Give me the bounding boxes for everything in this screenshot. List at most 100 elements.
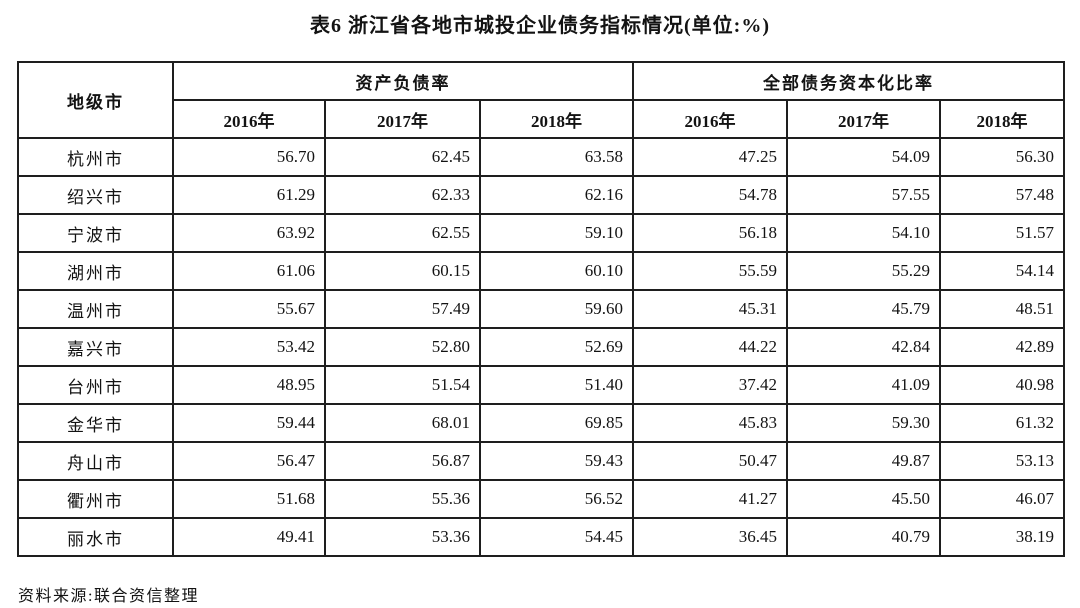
value-cell: 57.55 (786, 175, 942, 215)
table-row: 杭州市 56.70 62.45 63.58 47.25 54.09 56.30 (17, 137, 1066, 177)
city-cell: 绍兴市 (17, 175, 174, 215)
value-cell: 69.85 (478, 403, 635, 443)
value-cell: 63.58 (478, 137, 635, 177)
value-cell: 55.29 (786, 251, 942, 291)
value-cell: 53.36 (324, 517, 481, 557)
value-cell: 57.49 (324, 289, 481, 329)
header-group-total-debt-capitalization-ratio: 全部债务资本化比率 (632, 61, 1066, 101)
value-cell: 60.15 (324, 251, 481, 291)
value-cell: 61.06 (172, 251, 326, 291)
city-cell: 宁波市 (17, 213, 174, 253)
value-cell: 54.78 (632, 175, 789, 215)
value-cell: 46.07 (939, 479, 1066, 519)
value-cell: 45.31 (632, 289, 789, 329)
table-row: 嘉兴市 53.42 52.80 52.69 44.22 42.84 42.89 (17, 327, 1066, 367)
value-cell: 55.59 (632, 251, 789, 291)
header-year-tdcr-2016: 2016年 (632, 99, 789, 139)
value-cell: 49.87 (786, 441, 942, 481)
value-cell: 38.19 (939, 517, 1066, 557)
value-cell: 42.84 (786, 327, 942, 367)
value-cell: 36.45 (632, 517, 789, 557)
city-cell: 舟山市 (17, 441, 174, 481)
value-cell: 61.32 (939, 403, 1066, 443)
city-cell: 金华市 (17, 403, 174, 443)
value-cell: 50.47 (632, 441, 789, 481)
value-cell: 54.09 (786, 137, 942, 177)
value-cell: 62.55 (324, 213, 481, 253)
city-cell: 衢州市 (17, 479, 174, 519)
value-cell: 62.16 (478, 175, 635, 215)
header-year-alr-2017: 2017年 (324, 99, 481, 139)
value-cell: 63.92 (172, 213, 326, 253)
value-cell: 48.95 (172, 365, 326, 405)
value-cell: 37.42 (632, 365, 789, 405)
value-cell: 52.80 (324, 327, 481, 367)
table-row: 舟山市 56.47 56.87 59.43 50.47 49.87 53.13 (17, 441, 1066, 481)
value-cell: 54.10 (786, 213, 942, 253)
value-cell: 49.41 (172, 517, 326, 557)
value-cell: 45.50 (786, 479, 942, 519)
city-cell: 湖州市 (17, 251, 174, 291)
value-cell: 56.70 (172, 137, 326, 177)
value-cell: 55.67 (172, 289, 326, 329)
value-cell: 52.69 (478, 327, 635, 367)
value-cell: 56.30 (939, 137, 1066, 177)
value-cell: 59.43 (478, 441, 635, 481)
header-year-tdcr-2018: 2018年 (939, 99, 1066, 139)
value-cell: 56.18 (632, 213, 789, 253)
value-cell: 62.45 (324, 137, 481, 177)
value-cell: 45.83 (632, 403, 789, 443)
value-cell: 59.60 (478, 289, 635, 329)
value-cell: 54.14 (939, 251, 1066, 291)
value-cell: 60.10 (478, 251, 635, 291)
value-cell: 44.22 (632, 327, 789, 367)
table-title: 表6 浙江省各地市城投企业债务指标情况(单位:%) (310, 15, 770, 37)
value-cell: 40.98 (939, 365, 1066, 405)
table-row: 湖州市 61.06 60.15 60.10 55.59 55.29 54.14 (17, 251, 1066, 291)
table-row: 台州市 48.95 51.54 51.40 37.42 41.09 40.98 (17, 365, 1066, 405)
header-year-alr-2018: 2018年 (478, 99, 635, 139)
table-body: 杭州市 56.70 62.45 63.58 47.25 54.09 56.30 绍兴市 61.2… (17, 137, 1066, 557)
table-row: 金华市 59.44 68.01 69.85 45.83 59.30 61.32 (17, 403, 1066, 443)
value-cell: 59.30 (786, 403, 942, 443)
table-row: 绍兴市 61.29 62.33 62.16 54.78 57.55 57.48 (17, 175, 1066, 215)
table-row: 衢州市 51.68 55.36 56.52 41.27 45.50 46.07 (17, 479, 1066, 519)
table-row: 丽水市 49.41 53.36 54.45 36.45 40.79 38.19 (17, 517, 1066, 557)
city-cell: 台州市 (17, 365, 174, 405)
value-cell: 45.79 (786, 289, 942, 329)
value-cell: 48.51 (939, 289, 1066, 329)
header-group-asset-liability-ratio: 资产负债率 (171, 61, 635, 101)
value-cell: 56.52 (478, 479, 635, 519)
header-city-column: 地级市 (17, 61, 174, 139)
value-cell: 55.36 (324, 479, 481, 519)
value-cell: 42.89 (939, 327, 1066, 367)
source-note: 资料来源:联合资信整理 (18, 588, 199, 605)
city-cell: 丽水市 (17, 517, 174, 557)
value-cell: 53.42 (172, 327, 326, 367)
value-cell: 51.57 (939, 213, 1066, 253)
table-header: 地级市 资产负债率 全部债务资本化比率 2016年 2017年 2018年 20… (17, 61, 1066, 139)
year-header-row: 2016年 2017年 2018年 2016年 2017年 2018年 (18, 99, 1066, 139)
value-cell: 41.27 (632, 479, 789, 519)
value-cell: 40.79 (786, 517, 942, 557)
value-cell: 51.68 (172, 479, 326, 519)
value-cell: 57.48 (939, 175, 1066, 215)
value-cell: 56.47 (172, 441, 326, 481)
header-year-tdcr-2017: 2017年 (786, 99, 942, 139)
value-cell: 61.29 (172, 175, 326, 215)
city-cell: 温州市 (17, 289, 174, 329)
table-row: 宁波市 63.92 62.55 59.10 56.18 54.10 51.57 (17, 213, 1066, 253)
value-cell: 54.45 (478, 517, 635, 557)
value-cell: 59.44 (172, 403, 326, 443)
city-cell: 杭州市 (17, 137, 174, 177)
value-cell: 51.40 (478, 365, 635, 405)
value-cell: 41.09 (786, 365, 942, 405)
value-cell: 56.87 (324, 441, 481, 481)
table-row: 温州市 55.67 57.49 59.60 45.31 45.79 48.51 (17, 289, 1066, 329)
value-cell: 62.33 (324, 175, 481, 215)
value-cell: 53.13 (939, 441, 1066, 481)
value-cell: 59.10 (478, 213, 635, 253)
value-cell: 47.25 (632, 137, 789, 177)
header-year-alr-2016: 2016年 (172, 99, 326, 139)
